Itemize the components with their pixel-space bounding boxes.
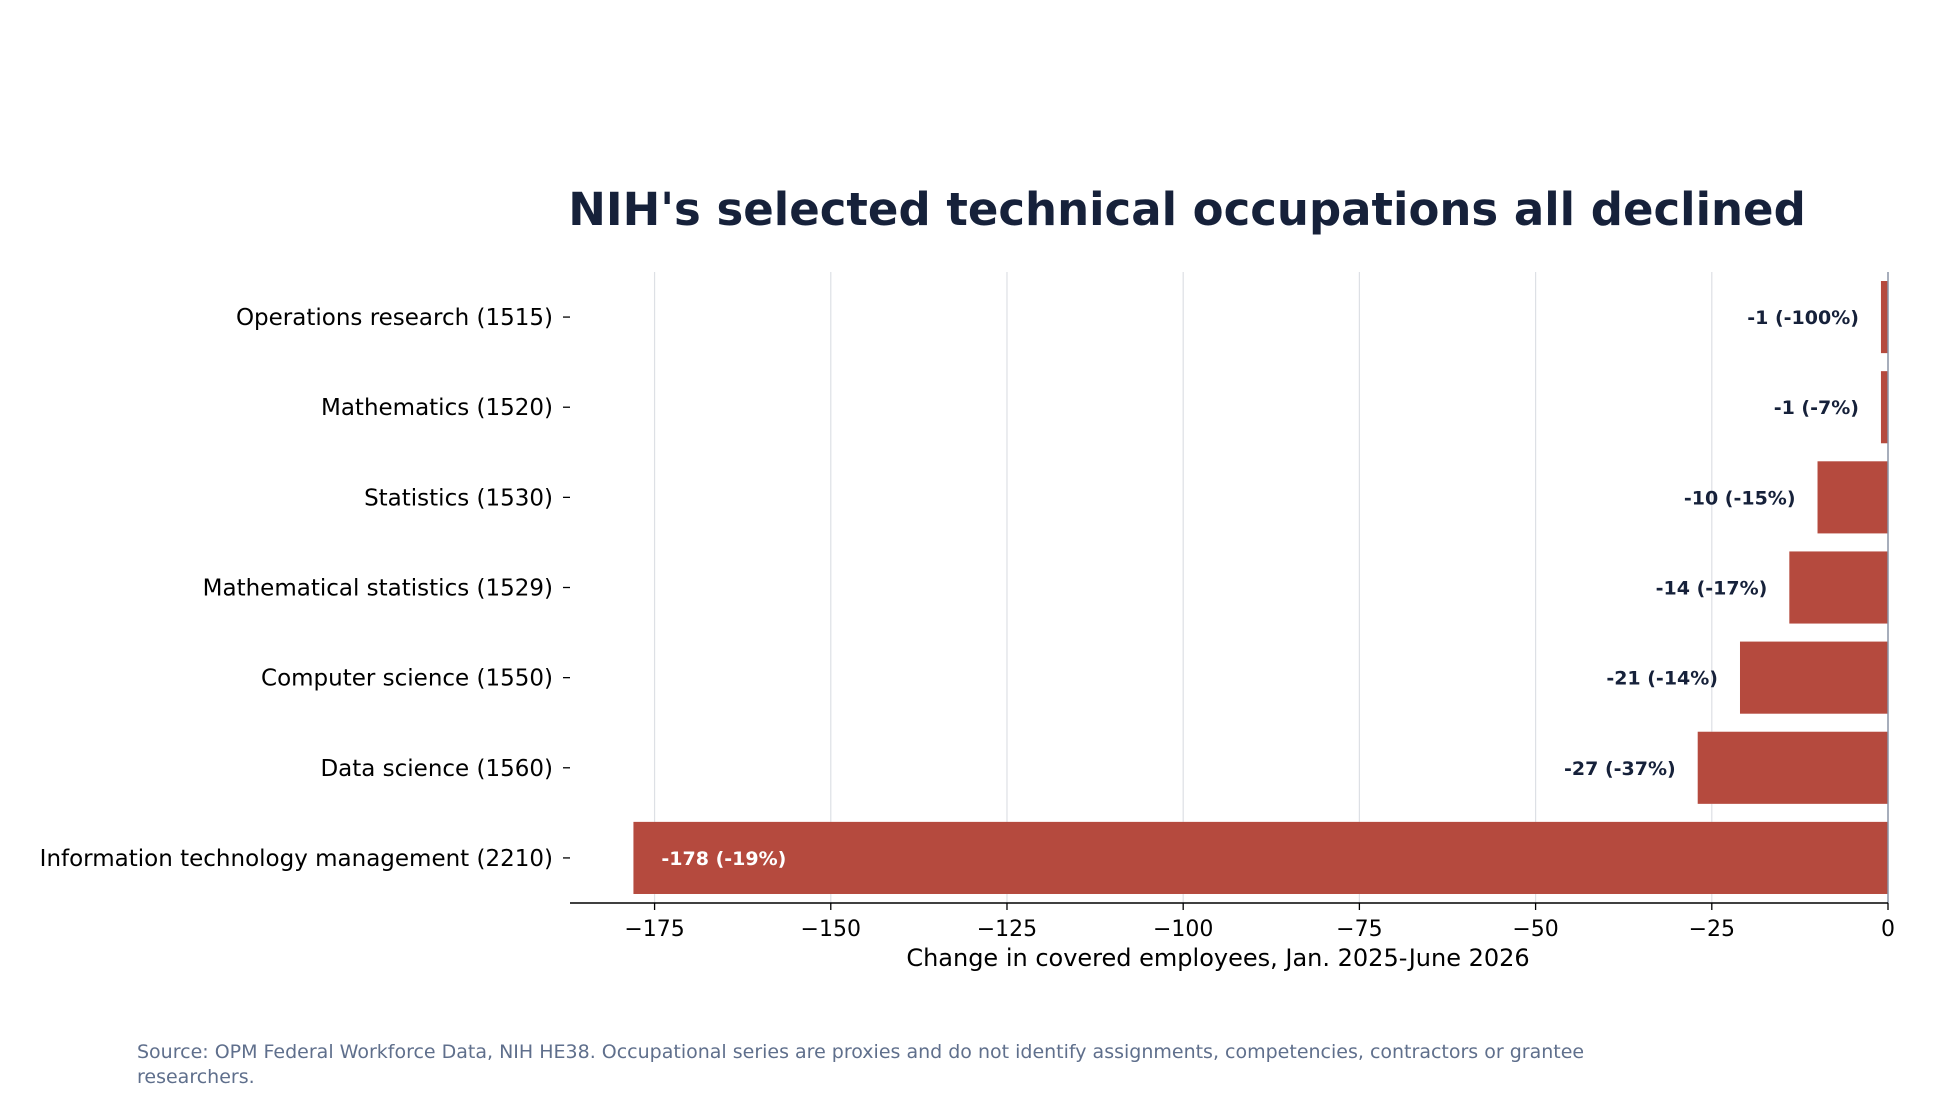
category-label: Information technology management (2210) <box>40 846 553 872</box>
x-axis-title: Change in covered employees, Jan. 2025-J… <box>906 944 1529 972</box>
grid-lines <box>653 272 1713 903</box>
category-label: Data science (1560) <box>320 756 553 782</box>
x-tick-label: 0 <box>1881 917 1895 942</box>
bar-data-science-1560 <box>1697 731 1888 804</box>
category-label: Mathematical statistics (1529) <box>203 576 553 602</box>
bars <box>633 281 1889 894</box>
x-tick-label: −25 <box>1689 917 1735 942</box>
data-label: -1 (-100%) <box>1747 307 1859 329</box>
x-tick-label: −75 <box>1336 917 1382 942</box>
bar-statistics-1530 <box>1817 461 1888 534</box>
category-label: Operations research (1515) <box>236 305 553 331</box>
data-label: -10 (-15%) <box>1684 487 1796 509</box>
x-tick-label: −50 <box>1512 917 1558 942</box>
bar-operations-research-1515 <box>1880 281 1888 354</box>
labels: Operations research (1515) Mathematics (1… <box>40 305 1859 872</box>
chart-title: NIH's selected technical occupations all… <box>568 183 1806 236</box>
bar-mathematical-statistics-1529 <box>1789 551 1888 624</box>
data-label: -21 (-14%) <box>1606 668 1718 690</box>
axes: −175 −150 −125 −100 −75 −50 −25 0 <box>563 272 1895 942</box>
data-label: -178 (-19%) <box>661 848 786 870</box>
source-note: Source: OPM Federal Workforce Data, NIH … <box>137 1041 1585 1088</box>
x-tick-label: −125 <box>977 917 1037 942</box>
bar-information-technology-management-2210 <box>633 821 1889 894</box>
data-label: -14 (-17%) <box>1656 578 1768 600</box>
bar-mathematics-1520 <box>1880 371 1888 444</box>
category-label: Computer science (1550) <box>261 666 553 692</box>
category-label: Statistics (1530) <box>364 485 553 511</box>
data-label: -27 (-37%) <box>1564 758 1676 780</box>
data-label: -1 (-7%) <box>1774 397 1859 419</box>
x-tick-label: −150 <box>801 917 861 942</box>
bar-computer-science-1550 <box>1739 641 1888 714</box>
category-label: Mathematics (1520) <box>321 395 553 421</box>
x-tick-label: −175 <box>624 917 684 942</box>
x-tick-label: −100 <box>1153 917 1213 942</box>
